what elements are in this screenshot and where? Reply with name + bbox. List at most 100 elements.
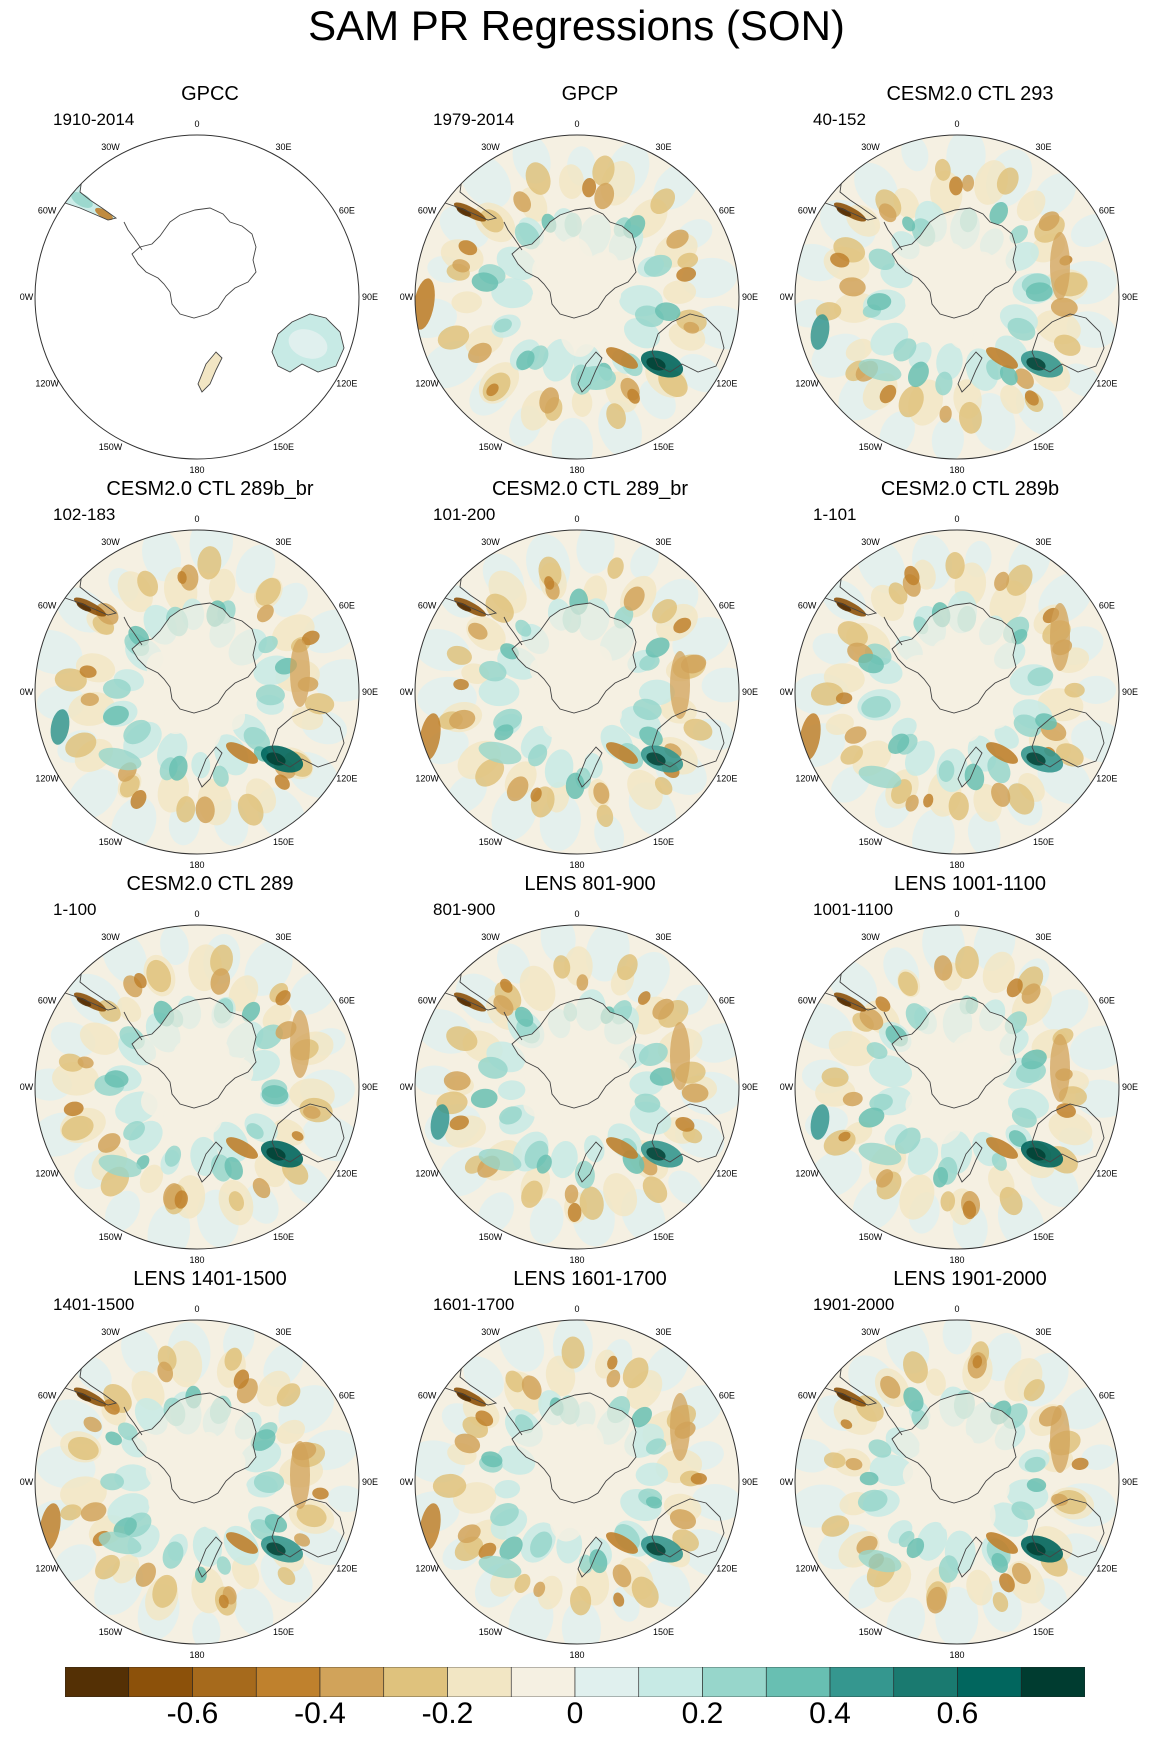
longitude-label: 60E bbox=[719, 1391, 735, 1401]
precip-regression-field bbox=[415, 1320, 739, 1644]
precip-regression-field bbox=[415, 530, 739, 854]
longitude-label: 120E bbox=[716, 379, 737, 389]
longitude-label: 60W bbox=[418, 996, 437, 1006]
longitude-label: 90W bbox=[400, 1082, 414, 1092]
longitude-label: 180 bbox=[949, 860, 964, 869]
longitude-label: 120E bbox=[336, 1564, 357, 1574]
longitude-label: 0 bbox=[194, 514, 199, 524]
longitude-label: 150W bbox=[479, 1627, 503, 1637]
precip-regression-field bbox=[795, 135, 1119, 459]
panel-title: GPCP bbox=[561, 83, 619, 105]
longitude-label: 180 bbox=[569, 1650, 584, 1659]
longitude-label: 90W bbox=[780, 1477, 794, 1487]
colorbar-swatch bbox=[128, 1666, 193, 1698]
colorbar-swatch bbox=[255, 1666, 321, 1698]
precip-regression-field bbox=[35, 925, 359, 1249]
longitude-label: 60E bbox=[1099, 996, 1115, 1006]
colorbar-swatch bbox=[702, 1666, 767, 1698]
longitude-label: 120W bbox=[795, 1169, 819, 1179]
longitude-label: 30E bbox=[1035, 142, 1051, 152]
longitude-label: 90E bbox=[742, 292, 758, 302]
longitude-label: 0 bbox=[574, 1304, 579, 1314]
map-panel: CESM2.0 CTL 293 40-152 0 30E 60E 90E 120E 150E 1… bbox=[780, 82, 1153, 474]
longitude-label: 0 bbox=[194, 1304, 199, 1314]
longitude-label: 150W bbox=[99, 1627, 123, 1637]
colorbar-tick-label: 0 bbox=[566, 1697, 584, 1730]
panel-title: LENS 1401-1500 bbox=[133, 1268, 287, 1290]
longitude-label: 60E bbox=[1099, 206, 1115, 216]
panel-period: 102-183 bbox=[53, 505, 116, 524]
colorbar-tick-label: 0.2 bbox=[681, 1697, 724, 1730]
panel-title: LENS 801-900 bbox=[524, 873, 656, 895]
longitude-label: 60E bbox=[719, 601, 735, 611]
longitude-label: 30W bbox=[861, 932, 880, 942]
colorbar-swatch bbox=[192, 1666, 257, 1698]
longitude-label: 30E bbox=[275, 142, 291, 152]
longitude-label: 150E bbox=[653, 442, 674, 452]
longitude-label: 150E bbox=[653, 1232, 674, 1242]
longitude-label: 60E bbox=[1099, 1391, 1115, 1401]
longitude-label: 0 bbox=[194, 119, 199, 129]
longitude-label: 150W bbox=[859, 1232, 883, 1242]
longitude-label: 180 bbox=[949, 1650, 964, 1659]
longitude-label: 30W bbox=[481, 537, 500, 547]
longitude-label: 150W bbox=[859, 837, 883, 847]
longitude-label: 30W bbox=[481, 1327, 500, 1337]
longitude-label: 120W bbox=[415, 1564, 439, 1574]
longitude-label: 150E bbox=[273, 442, 294, 452]
colorbar-tick-label: 0.6 bbox=[936, 1697, 979, 1730]
longitude-label: 120E bbox=[1096, 774, 1117, 784]
longitude-label: 90E bbox=[1122, 292, 1138, 302]
longitude-label: 60W bbox=[38, 1391, 57, 1401]
longitude-label: 120W bbox=[415, 1169, 439, 1179]
longitude-label: 180 bbox=[569, 860, 584, 869]
map-panel: GPCC 1910-2014 0 30E 60E 90E 120E 150E 180 150W 12… bbox=[20, 82, 400, 474]
longitude-label: 60W bbox=[418, 601, 437, 611]
panel-period: 40-152 bbox=[813, 110, 866, 129]
longitude-label: 30W bbox=[101, 537, 120, 547]
longitude-label: 150E bbox=[653, 837, 674, 847]
longitude-label: 90E bbox=[742, 687, 758, 697]
map-panel: LENS 1901-2000 1901-2000 0 30E 60E 90E 120E 150… bbox=[780, 1267, 1153, 1659]
figure-title: SAM PR Regressions (SON) bbox=[308, 2, 845, 49]
longitude-label: 30W bbox=[861, 142, 880, 152]
longitude-label: 90W bbox=[780, 1082, 794, 1092]
longitude-label: 150W bbox=[99, 1232, 123, 1242]
longitude-label: 60E bbox=[339, 1391, 355, 1401]
longitude-label: 60E bbox=[339, 996, 355, 1006]
colorbar-swatch bbox=[383, 1666, 448, 1698]
longitude-label: 0 bbox=[954, 1304, 959, 1314]
longitude-label: 120E bbox=[336, 774, 357, 784]
longitude-label: 120E bbox=[336, 379, 357, 389]
longitude-label: 30E bbox=[275, 1327, 291, 1337]
longitude-label: 30E bbox=[1035, 537, 1051, 547]
colorbar-tick-label: -0.4 bbox=[294, 1697, 346, 1730]
panel-period: 1001-1100 bbox=[813, 900, 894, 919]
polar-map: 0 30E 60E 90E 120E 150E 180 150W 120W 90W 60W 30W bbox=[400, 119, 758, 474]
longitude-label: 30W bbox=[101, 142, 120, 152]
longitude-label: 120E bbox=[1096, 1169, 1117, 1179]
polar-map: 0 30E 60E 90E 120E 150E 180 150W 120W 90W 60W 30W bbox=[780, 514, 1138, 869]
longitude-label: 90W bbox=[780, 687, 794, 697]
longitude-label: 0 bbox=[574, 514, 579, 524]
longitude-label: 120W bbox=[35, 1564, 59, 1574]
map-panel: CESM2.0 CTL 289 1-100 0 30E 60E 90E 120E 150E 18… bbox=[20, 872, 400, 1264]
longitude-label: 120E bbox=[716, 774, 737, 784]
longitude-label: 30E bbox=[655, 1327, 671, 1337]
longitude-label: 180 bbox=[949, 465, 964, 474]
precip-regression-field bbox=[35, 530, 359, 854]
longitude-label: 150W bbox=[479, 1232, 503, 1242]
colorbar-tick-label: 0.4 bbox=[809, 1697, 851, 1730]
longitude-label: 30W bbox=[481, 142, 500, 152]
longitude-label: 30E bbox=[655, 932, 671, 942]
longitude-label: 60W bbox=[38, 206, 57, 216]
longitude-label: 30E bbox=[275, 932, 291, 942]
polar-map: 0 30E 60E 90E 120E 150E 180 150W 120W 90W 60W 30W bbox=[20, 119, 378, 474]
longitude-label: 30E bbox=[655, 537, 671, 547]
polar-map: 0 30E 60E 90E 120E 150E 180 150W 120W 90W 60W 30W bbox=[400, 909, 758, 1264]
longitude-label: 30W bbox=[101, 1327, 120, 1337]
longitude-label: 150E bbox=[1033, 1232, 1054, 1242]
polar-map: 0 30E 60E 90E 120E 150E 180 150W 120W 90W 60W 30W bbox=[780, 909, 1138, 1264]
longitude-label: 180 bbox=[189, 860, 204, 869]
longitude-label: 90E bbox=[742, 1477, 758, 1487]
